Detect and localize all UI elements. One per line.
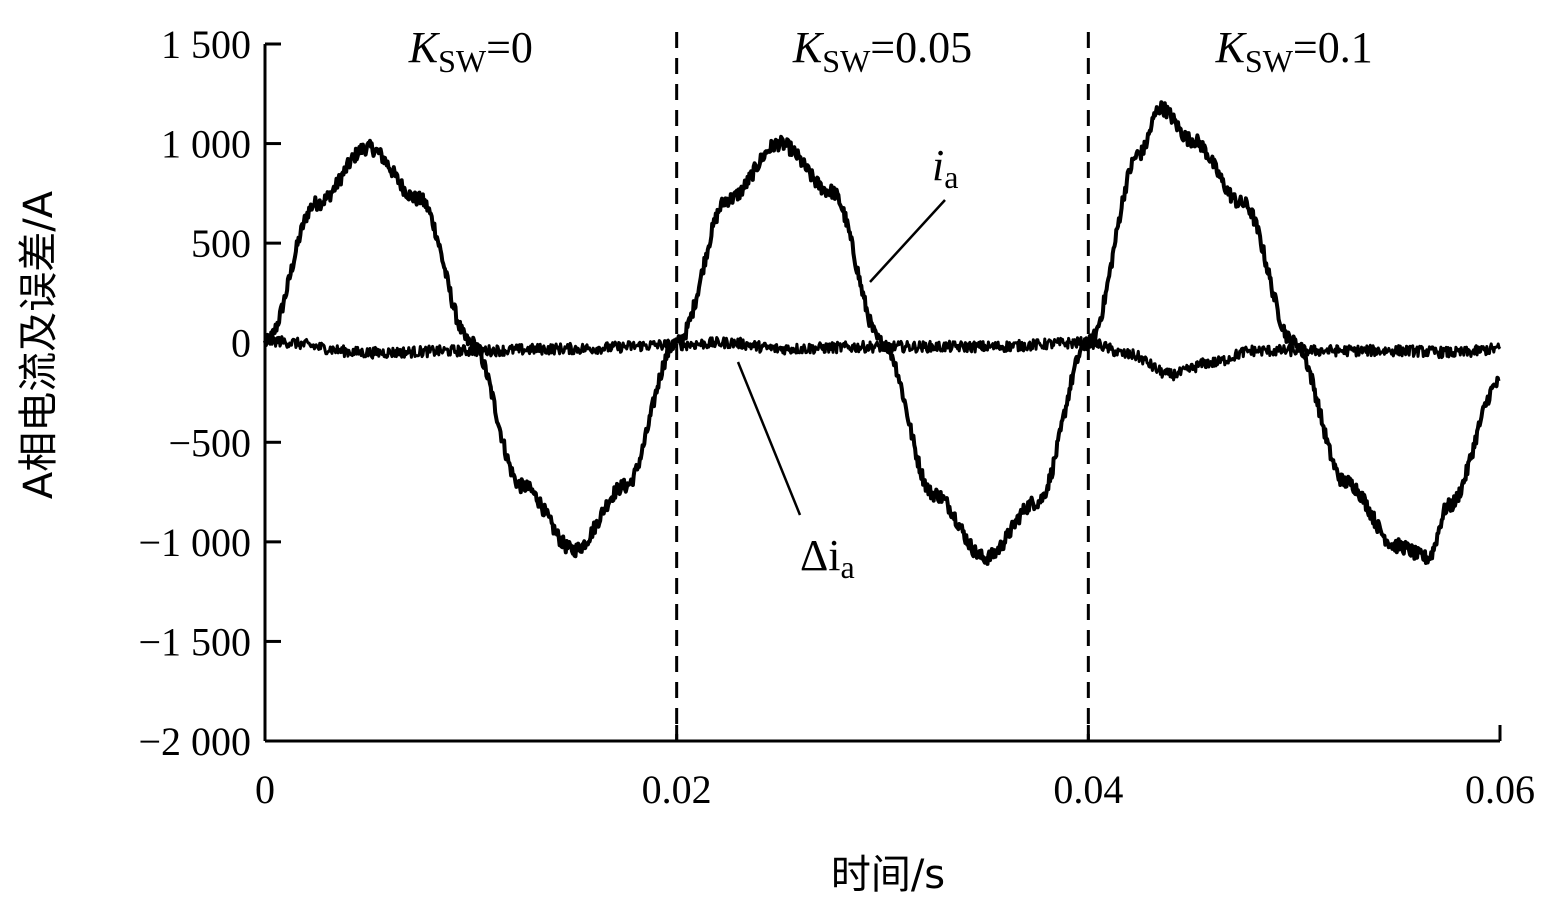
series-line-delta-ia <box>263 334 1502 382</box>
ia-series-label: ia <box>932 141 958 195</box>
delta-ia-leader-line <box>736 361 802 516</box>
region-label: KSW=0 <box>408 23 533 79</box>
ia-leader-line <box>869 199 946 283</box>
y-tick-label: 0 <box>231 321 251 366</box>
series-layer <box>263 100 1502 566</box>
x-axis-title: 时间/s <box>831 852 945 898</box>
y-tick-label: 500 <box>191 221 251 266</box>
y-tick-label: −500 <box>168 420 251 465</box>
y-axis-title: A相电流及误差/A <box>16 190 62 499</box>
y-tick-label: −1 000 <box>138 520 251 565</box>
region-dividers <box>675 32 1090 741</box>
series-line-ia <box>263 100 1502 566</box>
y-tick-label: 1 500 <box>161 22 251 67</box>
x-tick-label: 0.06 <box>1465 767 1535 812</box>
region-label: KSW=0.05 <box>792 23 972 79</box>
x-tick-label: 0 <box>255 767 275 812</box>
annotations: KSW=0 KSW=0.05 KSW=0.1 ia Δia <box>408 23 1373 585</box>
x-tick-label: 0.02 <box>642 767 712 812</box>
y-tick-label: −2 000 <box>138 719 251 764</box>
region-label: KSW=0.1 <box>1215 23 1373 79</box>
y-tick-label: −1 500 <box>138 619 251 664</box>
y-tick-label: 1 000 <box>161 122 251 167</box>
x-tick-label: 0.04 <box>1053 767 1123 812</box>
delta-ia-series-label: Δia <box>800 531 855 585</box>
